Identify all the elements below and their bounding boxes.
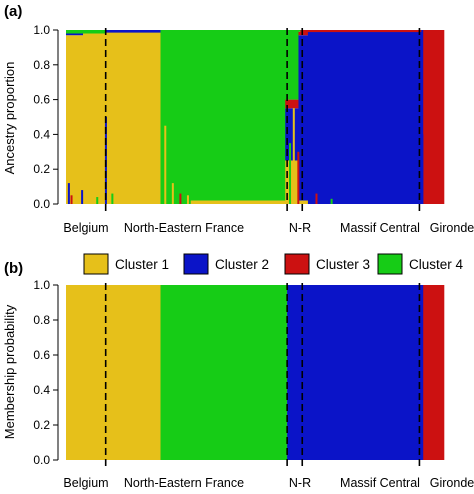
panel-a-tick-label: 1.0 bbox=[33, 23, 50, 37]
ancestry-streak bbox=[171, 183, 174, 204]
ancestry-bar-cluster-1 bbox=[83, 33, 106, 205]
ancestry-streak bbox=[111, 193, 114, 204]
ancestry-bar-cluster-1 bbox=[66, 35, 84, 204]
panel-b-group-label: Belgium bbox=[63, 476, 108, 490]
ancestry-bar-cluster-2 bbox=[285, 108, 299, 161]
panel-a-group-label: North-Eastern France bbox=[124, 221, 244, 235]
panel-a-group-label: Gironde bbox=[430, 221, 474, 235]
legend-swatch-cluster-2 bbox=[183, 253, 209, 275]
panel-a-group-label: Massif Central bbox=[340, 221, 420, 235]
panel-b-group-label: Massif Central bbox=[340, 476, 420, 490]
panel-a-tick-label: 0.2 bbox=[33, 162, 50, 176]
membership-bar-cluster-3 bbox=[423, 285, 445, 460]
legend-swatch-cluster-3 bbox=[284, 253, 310, 275]
ancestry-bar-cluster-1 bbox=[105, 31, 161, 204]
panel-a-y-axis: 0.0 0.2 0.4 0.6 0.8 1.0 bbox=[33, 23, 59, 211]
ancestry-top-band bbox=[66, 30, 104, 34]
ancestry-bar-cluster-4 bbox=[285, 30, 299, 100]
ancestry-streak bbox=[297, 151, 300, 204]
panel-b-tick-label: 0.4 bbox=[33, 383, 50, 397]
ancestry-bar-cluster-2 bbox=[307, 30, 424, 204]
membership-bar-cluster-4 bbox=[160, 285, 288, 460]
membership-bar-cluster-2 bbox=[287, 285, 303, 460]
legend-label: Cluster 1 bbox=[115, 257, 169, 272]
ancestry-streak bbox=[70, 195, 73, 204]
panel-a-plot bbox=[66, 30, 445, 205]
panel-b-ylabel: Membership probability bbox=[2, 304, 17, 439]
legend-label: Cluster 2 bbox=[215, 257, 269, 272]
ancestry-streak bbox=[421, 134, 424, 204]
ancestry-streak bbox=[186, 195, 189, 204]
ancestry-bar-cluster-1 bbox=[298, 200, 309, 204]
legend-swatch-cluster-4 bbox=[377, 253, 403, 275]
panel-a-tick-label: 0.4 bbox=[33, 127, 50, 141]
ancestry-streak bbox=[67, 183, 70, 204]
ancestry-top-band bbox=[300, 30, 422, 33]
ancestry-streak bbox=[330, 198, 333, 204]
panel-b-label: (b) bbox=[4, 260, 23, 277]
panel-b-group-label: North-Eastern France bbox=[124, 476, 244, 490]
ancestry-bar-cluster-3 bbox=[298, 31, 309, 36]
panel-b-group-label: N-R bbox=[289, 476, 311, 490]
panel-b-group-labels: Belgium North-Eastern France N-R Massif Cen… bbox=[63, 283, 474, 490]
panel-b-tick-label: 0.6 bbox=[33, 348, 50, 362]
panel-a-label: (a) bbox=[4, 3, 22, 20]
ancestry-streak bbox=[292, 108, 295, 204]
panel-b-y-axis: 0.0 0.2 0.4 0.6 0.8 1.0 bbox=[33, 278, 59, 467]
ancestry-bar-cluster-3 bbox=[423, 30, 445, 204]
panel-b-tick-label: 0.0 bbox=[33, 453, 50, 467]
ancestry-bar-cluster-2 bbox=[298, 35, 309, 201]
ancestry-bar-cluster-2 bbox=[66, 33, 84, 36]
panel-b-plot bbox=[66, 285, 445, 460]
ancestry-streak bbox=[81, 190, 84, 204]
ancestry-streak bbox=[289, 143, 292, 204]
panel-a-group-labels: Belgium North-Eastern France N-R Massif Cen… bbox=[63, 28, 474, 235]
legend-label: Cluster 4 bbox=[409, 257, 464, 272]
panel-a-ylabel: Ancestry proportion bbox=[2, 62, 17, 175]
panel-a-tick-label: 0.0 bbox=[33, 197, 50, 211]
ancestry-bar-cluster-4 bbox=[190, 30, 286, 201]
panel-a-tick-label: 0.6 bbox=[33, 93, 50, 107]
ancestry-bar-cluster-3 bbox=[285, 99, 299, 109]
ancestry-bar-cluster-1 bbox=[285, 160, 299, 204]
legend-swatch-cluster-1 bbox=[83, 253, 109, 275]
legend-label: Cluster 3 bbox=[316, 257, 370, 272]
ancestry-streak bbox=[164, 125, 167, 204]
panel-a-group-label: N-R bbox=[289, 221, 311, 235]
membership-bar-cluster-1 bbox=[66, 285, 161, 460]
panel-a-tick-label: 0.8 bbox=[33, 58, 50, 72]
ancestry-top-band bbox=[105, 30, 161, 33]
panel-a-group-label: Belgium bbox=[63, 221, 108, 235]
panel-b-tick-label: 1.0 bbox=[33, 278, 50, 292]
membership-bar-cluster-2 bbox=[302, 285, 424, 460]
ancestry-streak bbox=[179, 193, 182, 204]
legend: Cluster 1 Cluster 2 Cluster 3 Cluster 4 bbox=[83, 253, 464, 275]
ancestry-bar-cluster-1 bbox=[190, 200, 286, 204]
ancestry-streak bbox=[96, 197, 99, 204]
panel-b-tick-label: 0.8 bbox=[33, 313, 50, 327]
ancestry-streak bbox=[315, 193, 318, 204]
panel-b-tick-label: 0.2 bbox=[33, 418, 50, 432]
panel-b-group-label: Gironde bbox=[430, 476, 474, 490]
